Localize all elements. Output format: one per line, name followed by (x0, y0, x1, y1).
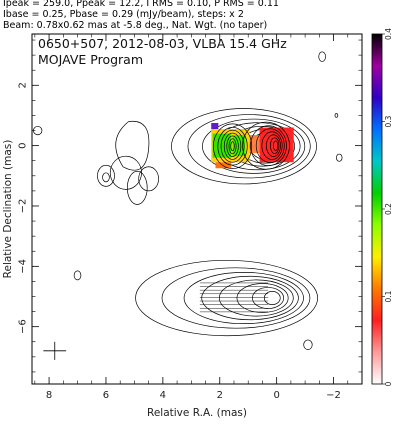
lower-contour (263, 291, 281, 305)
contour-layer (33, 51, 343, 360)
knot-contour (213, 123, 253, 169)
polarization-color-layer (211, 121, 294, 170)
polarization-patch (259, 127, 294, 163)
x-tick-label: −2 (326, 390, 341, 401)
header-line-1: Ipeak = 259.0, Ppeak = 12.2, I RMS = 0.1… (3, 0, 279, 9)
blob-contour (138, 166, 159, 192)
upper-contour (187, 114, 311, 179)
noise-contour (303, 339, 313, 350)
x-tick-label: 8 (46, 390, 52, 401)
lower-contour (201, 275, 299, 321)
core-contour (242, 121, 290, 170)
map-title: 0650+507, 2012-08-03, VLBA 15.4 GHz (38, 36, 287, 51)
knot-contour (223, 132, 242, 160)
noise-contour (102, 172, 110, 183)
extended-contour (115, 120, 150, 171)
polarization-patch (232, 135, 246, 157)
plot-frame (31, 33, 363, 385)
lower-contour (236, 283, 289, 313)
y-tick-label: 2 (18, 82, 29, 88)
polarization-patch (211, 123, 219, 130)
colorbar-tick-label: 0.1 (384, 290, 393, 302)
core-contour (255, 128, 285, 163)
x-tick-label: 6 (103, 390, 109, 401)
lower-contour (183, 272, 304, 325)
polarization-patch (249, 135, 260, 154)
noise-contour (334, 113, 339, 118)
blob-contour (109, 155, 142, 190)
y-tick-label: 0 (18, 142, 29, 148)
header-line-3: Beam: 0.78x0.62 mas at -5.8 deg., Nat. W… (3, 20, 268, 31)
noise-contour (336, 153, 343, 162)
core-contour (261, 131, 283, 160)
colorbar-tick-label: 0.2 (384, 203, 393, 215)
x-tick-label: 2 (217, 390, 223, 401)
x-tick-label: 4 (160, 390, 166, 401)
header-line-2: Ibase = 0.25, Pbase = 0.29 (mJy/beam), s… (3, 9, 244, 20)
noise-contour (73, 270, 82, 281)
colorbar (371, 33, 383, 385)
y-tick-label: −4 (18, 259, 29, 274)
noise-contour (318, 51, 326, 62)
x-tick-label: 0 (273, 390, 279, 401)
knot-contour (228, 138, 237, 155)
upper-contour (202, 118, 306, 174)
y-axis-title: Relative Declination (mas) (2, 140, 14, 279)
polarization-patch (212, 133, 232, 158)
blob-contour (97, 164, 115, 187)
axis-ticks: 8 6 4 2 0 −2 2 0 −2 −4 −6 (18, 34, 363, 401)
colorbar-tick-label: 0.4 (384, 28, 393, 40)
polarization-patch (215, 162, 232, 169)
lower-contour (161, 267, 311, 329)
colorbar-tick-label: 0 (384, 381, 393, 386)
knot-contour (230, 141, 235, 152)
knot-contour (226, 135, 239, 157)
core-contour (250, 125, 287, 166)
y-tick-label: −6 (18, 319, 29, 334)
core-contour (269, 137, 280, 154)
core-contour (273, 140, 279, 151)
core-contour (266, 134, 281, 157)
lower-contour (218, 279, 294, 317)
lower-contour (252, 287, 285, 309)
blob-contour (126, 170, 148, 205)
knot-contour (220, 129, 245, 163)
colorbar-ticks: 0 0.1 0.2 0.3 0.4 (382, 28, 393, 386)
lower-contour (135, 259, 318, 337)
x-axis-title: Relative R.A. (mas) (147, 407, 247, 419)
upper-contour (171, 108, 317, 185)
map-subtitle: MOJAVE Program (38, 52, 143, 67)
colorbar-tick-label: 0.3 (384, 115, 393, 127)
knot-contour (217, 126, 248, 166)
y-tick-label: −2 (18, 199, 29, 214)
